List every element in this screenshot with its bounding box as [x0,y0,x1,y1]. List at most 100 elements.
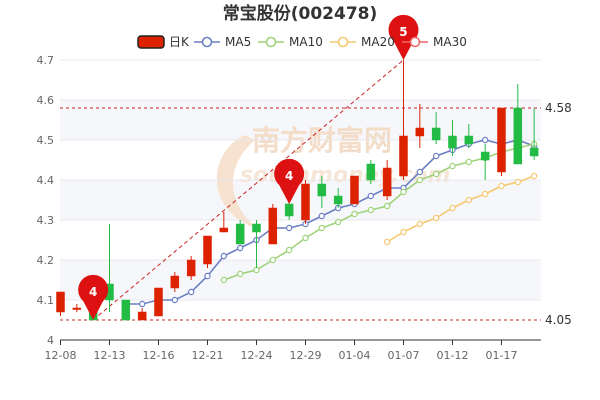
candle-body [497,107,506,173]
ma-point-ma10 [253,266,260,274]
candle-body [333,195,343,205]
candle-body [284,203,294,217]
ma-point-ma10 [220,276,228,284]
plot-band [60,180,541,220]
ma-point-ma10 [465,158,473,166]
plot-band [60,260,541,300]
ma-point-ma5 [432,152,440,160]
candle-body [301,183,310,221]
candle [301,180,310,224]
candle-body [154,287,163,317]
ma-point-ma5 [187,288,195,296]
watermark-subtext: southmoney.com [240,163,450,188]
candle-body [399,135,408,177]
candle-body [170,275,180,289]
ma-point-ma10 [269,256,277,264]
candle-body [137,311,147,321]
candle [203,235,212,268]
marker-pin-icon [388,14,419,61]
candle [382,160,392,200]
ma-point-ma5 [220,252,228,260]
candle [529,108,539,160]
ma-point-ma10 [334,218,342,226]
reference-line-label: 4.05 [545,313,572,327]
x-tick-label: 01-17 [486,349,518,362]
ma-point-ma5 [367,192,375,200]
ma-point-ma10 [416,176,424,184]
watermark-logo-icon [216,135,260,230]
ma-point-ma20 [498,182,505,190]
ma-line-ma20 [386,175,535,243]
reference-line-label: 4.58 [545,101,572,115]
ma-point-ma10 [383,202,391,210]
ma-point-ma5 [285,224,293,232]
marker-pin-icon [274,158,305,204]
candle [399,60,408,180]
ma-point-ma20 [383,238,391,246]
x-tick-label: 12-29 [290,349,322,362]
ma-point-ma10 [432,170,440,178]
candle [154,287,163,317]
ma-point-ma5 [481,136,489,144]
candle [137,308,147,321]
x-tick-label: 01-04 [339,349,371,362]
y-tick-label: 4.1 [37,294,55,307]
marker-label: 4 [89,285,97,299]
legend-item: MA10 [258,35,323,49]
candle-body [513,107,523,165]
candle-body [431,127,441,141]
ma-point-ma20 [530,172,538,180]
candle [317,176,327,208]
legend-label: 日K [169,35,190,49]
candle-body [235,223,245,245]
candle [56,291,65,316]
y-tick-label: 4.5 [37,134,55,147]
candle-body [72,307,82,310]
ma-point-ma5 [236,244,244,252]
legend-label: MA10 [289,35,323,49]
y-tick-label: 4 [47,334,54,347]
x-tick-label: 01-07 [388,349,420,362]
candle [366,160,376,184]
candle [415,104,425,148]
candle [497,107,506,176]
ma-point-ma10 [236,270,244,278]
candle-body [448,135,457,149]
ma-point-ma10 [318,224,326,232]
y-tick-label: 4.6 [37,94,55,107]
candle [235,220,245,245]
candle-body [382,167,392,197]
x-tick-label: 12-21 [192,349,224,362]
candle [513,84,523,165]
ma-point-ma5 [171,296,179,304]
y-tick-label: 4.7 [37,54,55,67]
legend-label: MA5 [225,35,251,49]
legend-label: MA30 [433,35,467,49]
ma-point-ma20 [432,214,440,222]
y-tick-label: 4.4 [37,174,55,187]
legend-point-icon [265,36,277,48]
plot-band [60,100,541,140]
candle [219,212,229,233]
candle-body [480,151,490,161]
legend-item: MA20 [330,35,395,49]
ma-point-ma5 [416,168,424,176]
candle [480,144,490,180]
candle-body [350,175,359,205]
legend-item: MA5 [194,35,251,49]
chart-title: 常宝股份(002478) [223,3,378,24]
ma-point-ma20 [465,196,473,204]
x-tick-label: 12-24 [241,349,273,362]
ma-point-ma20 [514,178,522,186]
candle [268,204,278,245]
x-tick-label: 01-12 [437,349,469,362]
candle [72,304,82,312]
marker-label: 4 [285,169,293,183]
ma-point-ma5 [318,212,326,220]
ma-point-ma10 [351,210,358,218]
candle [464,124,474,148]
marker-pin: 4 [78,274,109,320]
candle-body [186,259,196,277]
candle-body [56,291,65,313]
